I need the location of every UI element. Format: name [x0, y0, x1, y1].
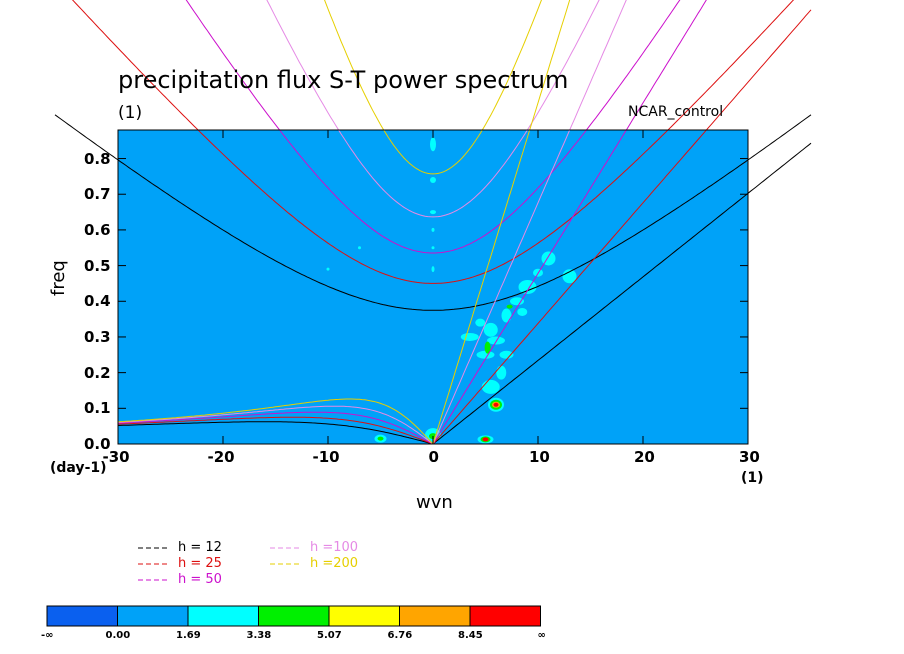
legend-label: h = 50 — [178, 572, 222, 587]
colorbar-swatch — [187, 605, 259, 627]
rossby-curve-50 — [118, 411, 434, 444]
y-tick-label: 0.6 — [84, 220, 111, 239]
ridge-patch — [481, 379, 500, 394]
peak-core — [377, 436, 384, 441]
ig-curve-100 — [266, 0, 600, 218]
spot — [430, 210, 436, 215]
y-tick-label: 0.3 — [84, 327, 111, 346]
x-tick-label: 0 — [428, 448, 439, 466]
x-tick-label: -10 — [312, 448, 340, 466]
rossby-curve-200 — [118, 398, 434, 444]
kelvin-curve-25 — [432, 9, 812, 445]
colorbar-swatch — [328, 605, 400, 627]
colorbar-swatch — [46, 605, 118, 627]
y-tick-label: 0.2 — [84, 363, 111, 382]
rossby-curve-25 — [118, 416, 434, 444]
chart-title: precipitation flux S-T power spectrum — [118, 66, 569, 94]
colorbar-swatch — [117, 605, 189, 627]
rossby-curve-100 — [118, 405, 434, 444]
ridge-patch — [510, 297, 524, 306]
y-unit-label: (day-1) — [50, 460, 107, 476]
spot — [431, 266, 435, 273]
y-axis-label: freq — [48, 260, 69, 296]
kelvin-curve-50 — [432, 0, 707, 445]
spot — [430, 176, 436, 183]
ridge-patch — [562, 269, 577, 284]
colorbar-label: 0.00 — [105, 630, 131, 641]
y-tick-label: 0.1 — [84, 399, 111, 418]
x-tick-label: 10 — [529, 448, 550, 466]
colorbar-label: 8.45 — [458, 630, 483, 641]
legend-label: h =100 — [310, 540, 359, 555]
y-tick-label: 0.8 — [84, 149, 111, 168]
colorbar-swatch — [469, 605, 541, 627]
ridge-core — [506, 304, 513, 309]
colorbar-swatch — [399, 605, 471, 627]
ridge-patch — [475, 318, 486, 327]
spot — [431, 246, 435, 250]
ridge-patch — [496, 365, 507, 380]
legend-label: h = 25 — [178, 556, 222, 571]
x-unit-label: (1) — [741, 470, 764, 486]
spot — [326, 267, 330, 271]
rossby-curve-12 — [118, 421, 434, 444]
colorbar-label: ∞ — [537, 630, 546, 641]
colorbar-label: 1.69 — [176, 630, 201, 641]
spot — [431, 227, 435, 232]
ridge-patch — [483, 322, 498, 337]
ig-curve-25 — [71, 0, 795, 284]
colorbar-swatch — [258, 605, 330, 627]
x-axis-label: wvn — [416, 492, 453, 513]
peak-core — [493, 402, 499, 407]
ridge-patch — [541, 251, 556, 266]
y-tick-label: 0.4 — [84, 292, 111, 311]
unit-label: (1) — [118, 103, 143, 123]
x-tick-label: -20 — [207, 448, 235, 466]
ridge-patch — [501, 308, 512, 323]
spot — [358, 246, 361, 250]
y-tick-label: 0.7 — [84, 185, 111, 204]
colorbar-label: -∞ — [41, 630, 54, 641]
y-tick-label: 0.5 — [84, 256, 111, 275]
ridge-patch — [487, 336, 505, 345]
ridge-patch — [517, 307, 528, 316]
ridge-core — [484, 341, 491, 354]
ridge-patch — [460, 332, 479, 341]
x-tick-label: -30 — [102, 448, 130, 466]
x-tick-label: 30 — [739, 448, 760, 466]
ridge-patch — [476, 350, 495, 359]
ig-curve-200 — [324, 0, 543, 175]
y-tick-label: 0.0 — [84, 435, 111, 453]
ig-curve-50 — [185, 0, 681, 254]
legend-label: h = 12 — [178, 540, 222, 555]
ridge-patch — [499, 350, 514, 359]
kelvin-curve-200 — [432, 0, 571, 445]
run-label: NCAR_control — [628, 104, 724, 120]
colorbar-label: 5.07 — [317, 630, 342, 641]
colorbar-label: 3.38 — [246, 630, 272, 641]
ig-curve-12 — [54, 114, 812, 311]
legend-label: h =200 — [310, 556, 359, 571]
ridge-patch — [518, 280, 537, 294]
peak-core — [482, 437, 489, 442]
spot — [430, 137, 436, 152]
kelvin-curve-100 — [432, 0, 627, 445]
x-tick-label: 20 — [634, 448, 655, 466]
colorbar-label: 6.76 — [387, 630, 413, 641]
